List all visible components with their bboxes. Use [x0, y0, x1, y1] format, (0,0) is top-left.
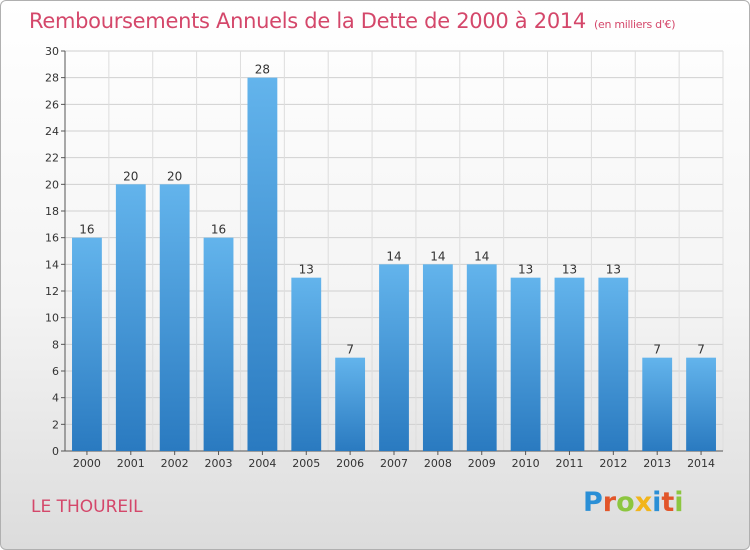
bar-value-label: 13	[518, 263, 533, 277]
y-tick-label: 0	[52, 445, 59, 458]
bar-value-label: 16	[79, 223, 94, 237]
x-tick-label: 2009	[468, 457, 496, 470]
bar	[115, 184, 146, 452]
x-tick-label: 2000	[73, 457, 101, 470]
y-tick-label: 2	[52, 418, 59, 431]
logo-letter: i	[674, 487, 684, 518]
y-tick-label: 26	[45, 98, 59, 111]
bar	[422, 264, 453, 451]
bar-value-label: 7	[697, 343, 705, 357]
bar	[203, 237, 234, 451]
x-tick-label: 2005	[292, 457, 320, 470]
x-tick-label: 2002	[161, 457, 189, 470]
y-tick-label: 24	[45, 125, 59, 138]
proxiti-logo[interactable]: Proxiti	[583, 487, 684, 518]
bars: 16 20 20 16 28 13 7 14 14 14 13 13 13 7 7	[72, 63, 716, 452]
bar-value-label: 28	[255, 63, 270, 77]
bar	[72, 237, 102, 451]
y-tick-label: 28	[45, 72, 59, 85]
chart-subtitle: (en milliers d'€)	[594, 18, 676, 31]
bar	[159, 184, 190, 452]
x-axis-ticks: 2000 2001 2002 2003 2004 2005 2006 2007 2008 2009…	[73, 451, 715, 470]
x-tick-label: 2001	[117, 457, 145, 470]
y-tick-label: 14	[45, 258, 59, 271]
bar-value-label: 14	[474, 249, 489, 263]
y-tick-label: 18	[45, 205, 59, 218]
bar	[686, 357, 716, 451]
x-tick-label: 2004	[248, 457, 276, 470]
x-tick-label: 2013	[643, 457, 671, 470]
chart-title-text: Remboursements Annuels de la Dette de 20…	[29, 9, 586, 33]
y-tick-label: 30	[45, 45, 59, 58]
bar-value-label: 14	[430, 249, 445, 263]
x-tick-label: 2011	[555, 457, 583, 470]
logo-letter: r	[602, 487, 617, 518]
x-tick-label: 2006	[336, 457, 364, 470]
bar-value-label: 20	[167, 169, 182, 183]
bar-value-label: 16	[211, 223, 226, 237]
commune-name: LE THOUREIL	[31, 497, 143, 517]
bar	[510, 277, 541, 451]
bar-value-label: 13	[606, 263, 621, 277]
y-tick-label: 20	[45, 178, 59, 191]
logo-letter: i	[652, 487, 662, 518]
y-tick-label: 6	[52, 365, 59, 378]
x-tick-label: 2012	[599, 457, 627, 470]
bar	[554, 277, 585, 451]
bar-value-label: 14	[386, 249, 401, 263]
bar	[247, 77, 278, 452]
bar	[291, 277, 322, 451]
y-tick-label: 8	[52, 338, 59, 351]
logo-letter: x	[634, 487, 653, 518]
logo-letter: o	[616, 487, 635, 518]
bar-value-label: 20	[123, 169, 138, 183]
bar	[598, 277, 629, 451]
y-tick-label: 22	[45, 152, 59, 165]
x-tick-label: 2003	[205, 457, 233, 470]
y-tick-label: 12	[45, 285, 59, 298]
x-tick-label: 2008	[424, 457, 452, 470]
y-tick-label: 16	[45, 232, 59, 245]
x-tick-label: 2014	[687, 457, 715, 470]
y-tick-label: 10	[45, 312, 59, 325]
x-tick-label: 2010	[512, 457, 540, 470]
logo-letter: t	[661, 487, 675, 518]
chart-title: Remboursements Annuels de la Dette de 20…	[29, 9, 675, 33]
bar-value-label: 13	[562, 263, 577, 277]
bar-value-label: 13	[299, 263, 314, 277]
bar	[466, 264, 497, 451]
bar-value-label: 7	[653, 343, 661, 357]
logo-letter: P	[583, 487, 603, 518]
y-tick-label: 4	[52, 392, 59, 405]
bar	[642, 357, 673, 451]
bar-value-label: 7	[346, 343, 354, 357]
bar	[335, 357, 366, 451]
x-tick-label: 2007	[380, 457, 408, 470]
bar	[379, 264, 409, 451]
